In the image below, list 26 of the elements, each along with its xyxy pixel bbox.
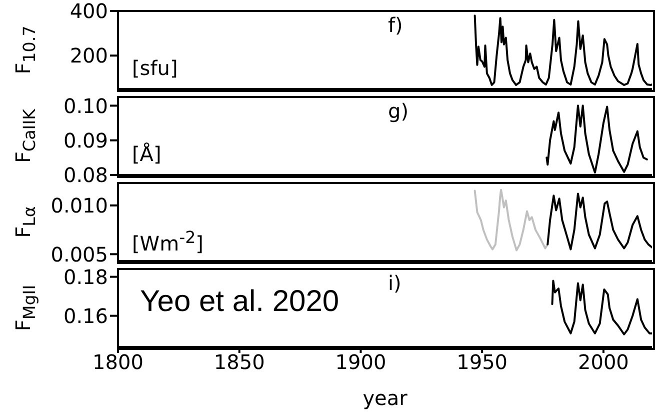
y-tick-label: 400: [70, 0, 108, 24]
y-tick-label: 0.010: [50, 194, 108, 218]
x-tick-label: 1800: [92, 350, 144, 374]
annotation: [sfu]: [132, 55, 178, 81]
chart-title: i): [388, 271, 402, 295]
x-tick-label: 2000: [578, 350, 629, 374]
x-tick-label: 1850: [214, 350, 265, 374]
annotation: [Å]: [132, 141, 162, 167]
chart-title: f): [388, 13, 403, 37]
y-tick-label: 0.16: [63, 304, 108, 328]
y-tick-label: 200: [70, 44, 108, 68]
y-tick-label: 0.005: [50, 242, 108, 266]
y-tick-label: 0.18: [63, 264, 108, 289]
x-tick-label: 1950: [456, 350, 508, 374]
annotation: [Wm$^{-2}$]: [132, 227, 204, 257]
annotation: Yeo et al. 2020: [140, 285, 340, 318]
y-tick-label: 0.10: [63, 94, 108, 118]
x-tick-label: 1900: [335, 350, 386, 374]
line-series: [474, 14, 652, 86]
line-series: [551, 280, 652, 336]
line-series: [546, 192, 652, 250]
line-series: [474, 188, 549, 252]
chart-title: g): [388, 99, 408, 123]
x-axis-title: year: [362, 386, 408, 410]
y-tick-label: 0.08: [63, 163, 108, 188]
y-tick-label: 0.09: [63, 128, 108, 152]
